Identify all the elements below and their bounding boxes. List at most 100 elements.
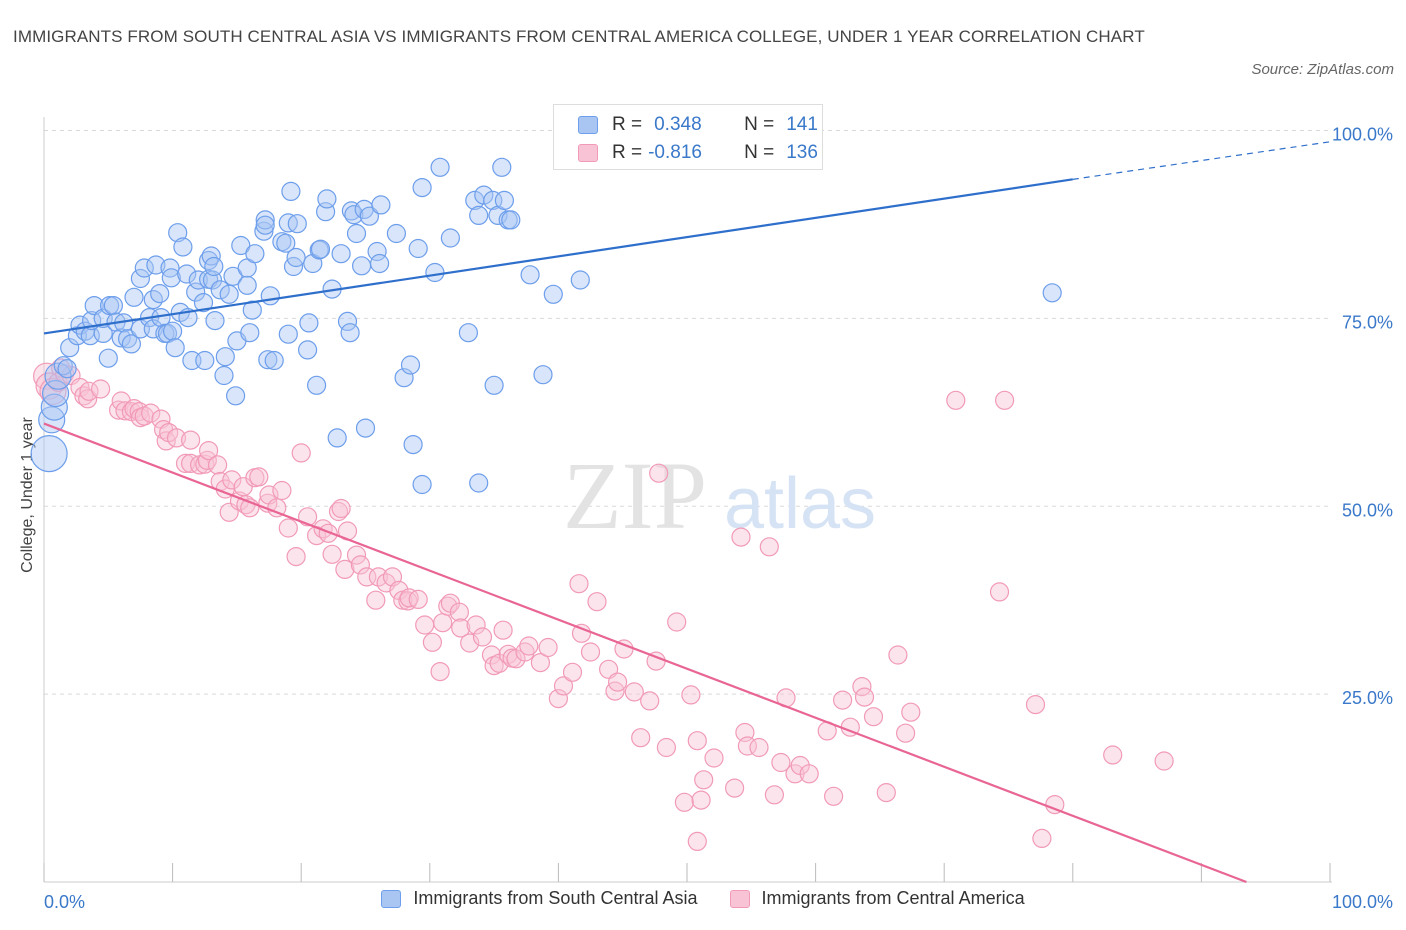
point-south-central-asia (469, 205, 489, 225)
point-central-america (649, 463, 669, 483)
point-central-america (438, 596, 458, 616)
point-south-central-asia (245, 244, 265, 264)
point-central-america (449, 602, 469, 622)
stats-legend: R = 0.348 N = 141 R = -0.816 N = 136 (553, 104, 823, 170)
point-south-central-asia (205, 311, 225, 331)
point-south-central-asia (173, 237, 193, 257)
point-central-america (32, 362, 61, 390)
point-central-america (90, 379, 111, 399)
point-south-central-asia (386, 223, 406, 244)
point-south-central-asia (255, 215, 275, 235)
point-south-central-asia (163, 321, 183, 341)
point-south-central-asia (276, 233, 296, 253)
point-south-central-asia (299, 313, 319, 333)
point-central-america (946, 390, 966, 410)
point-south-central-asia (430, 157, 450, 177)
point-central-america (771, 752, 791, 773)
point-central-america (422, 632, 442, 652)
point-central-america (607, 672, 628, 692)
point-central-america (863, 707, 884, 727)
point-south-central-asia (400, 355, 421, 375)
point-south-central-asia (309, 240, 329, 260)
point-south-central-asia (307, 375, 327, 395)
point-south-central-asia (370, 253, 390, 274)
point-central-america (335, 559, 355, 580)
legend-r-label: R = (612, 142, 643, 163)
point-central-america (1025, 694, 1046, 715)
point-central-america (764, 785, 785, 805)
point-south-central-asia (146, 255, 166, 275)
point-south-central-asia (298, 340, 318, 360)
point-south-central-asia (440, 228, 460, 248)
point-south-central-asia (286, 247, 306, 268)
point-central-america (989, 582, 1010, 602)
point-south-central-asia (237, 275, 257, 295)
legend-n-value: 136 (786, 142, 818, 163)
legend-n-label: N = (744, 114, 775, 135)
tick-labels: 100.0% 75.0% 50.0% 25.0% 0.0% 100.0% (44, 125, 1393, 913)
point-central-america (1103, 745, 1123, 765)
point-central-america (895, 723, 916, 743)
point-central-america (674, 792, 695, 812)
point-central-america (272, 480, 292, 501)
point-south-central-asia (121, 334, 141, 354)
point-south-central-asia (231, 235, 251, 256)
point-south-central-asia (483, 190, 503, 210)
point-central-america (415, 615, 435, 635)
point-central-america (553, 676, 574, 696)
point-central-america (357, 567, 377, 587)
point-central-america (408, 589, 428, 610)
point-south-central-asia (160, 258, 180, 278)
point-south-central-asia (165, 338, 185, 358)
point-central-america (724, 778, 745, 798)
legend-item-central-america: Immigrants from Central America (729, 888, 1025, 909)
point-central-america (624, 682, 644, 702)
point-south-central-asia (117, 329, 138, 349)
point-south-central-asia (359, 206, 379, 226)
point-central-america (631, 728, 651, 748)
x-tick-label: 0.0% (44, 892, 85, 912)
point-south-central-asia (195, 350, 215, 371)
point-south-central-asia (570, 270, 590, 290)
point-central-america (166, 428, 187, 448)
legend-swatch-blue (381, 889, 402, 908)
point-south-central-asia (242, 300, 262, 320)
point-central-america (331, 498, 351, 519)
legend-n-value: 141 (786, 114, 818, 135)
point-central-america (286, 546, 306, 567)
point-south-central-asia (210, 280, 230, 300)
point-central-america (687, 831, 707, 852)
legend-swatch-pink (729, 889, 750, 908)
point-south-central-asia (214, 365, 234, 386)
point-south-central-asia (278, 324, 298, 344)
point-south-central-asia (337, 311, 358, 331)
point-central-america (640, 691, 660, 711)
point-central-america (888, 645, 908, 665)
point-central-america (322, 544, 342, 564)
grid-lines (44, 130, 1330, 695)
point-south-central-asia (412, 178, 432, 198)
point-south-central-asia (403, 435, 423, 455)
point-south-central-asia (394, 368, 414, 388)
series-legend: Immigrants from South Central Asia Immig… (0, 888, 1406, 909)
legend-r-value: -0.816 (648, 142, 702, 163)
point-south-central-asia (177, 264, 197, 284)
point-central-america (199, 441, 219, 461)
point-central-america (569, 574, 589, 594)
point-central-america (208, 455, 228, 475)
point-central-america (538, 637, 558, 658)
point-central-america (548, 688, 569, 709)
point-south-central-asia (287, 214, 307, 234)
point-south-central-asia (327, 428, 347, 448)
point-central-america (681, 685, 701, 705)
point-south-central-asia (543, 284, 563, 304)
point-south-central-asia (30, 435, 68, 473)
point-south-central-asia (501, 210, 521, 230)
point-south-central-asia (226, 386, 246, 406)
point-central-america (691, 790, 711, 810)
point-central-america (731, 527, 751, 547)
point-south-central-asia (469, 473, 489, 493)
point-central-america (141, 403, 161, 423)
point-central-america (278, 518, 298, 538)
